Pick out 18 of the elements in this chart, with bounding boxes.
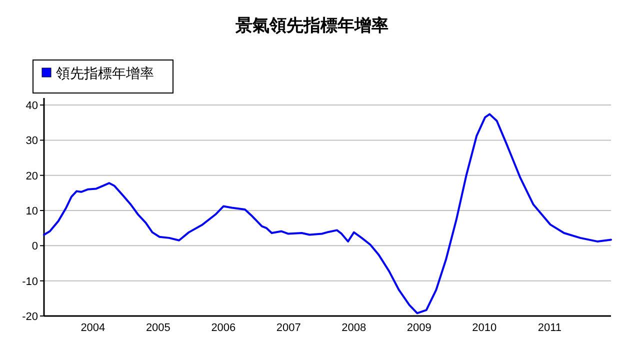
x-tick-label: 2009 [406,322,432,334]
x-tick-label: 2006 [211,322,236,334]
line-series [43,113,612,314]
legend-label: 領先指標年增率 [56,65,154,81]
y-tick-label: 40 [26,100,38,112]
x-tick-label: 2004 [80,322,106,334]
x-tick-label: 2011 [538,322,562,334]
x-tick-label: 2008 [342,322,366,334]
y-tick-label: 10 [26,206,38,218]
y-tick-label: 0 [32,240,38,253]
x-tick-label: 2005 [146,322,170,334]
y-tick-label: 30 [26,135,38,148]
y-tick-label: -20 [22,311,38,323]
y-tick-label: -10 [22,276,38,288]
chart-title: 景氣領先指標年增率 [234,16,388,35]
x-tick-label: 2010 [472,322,497,334]
x-tick-label: 2007 [276,322,301,334]
y-tick-label: 20 [26,170,38,182]
